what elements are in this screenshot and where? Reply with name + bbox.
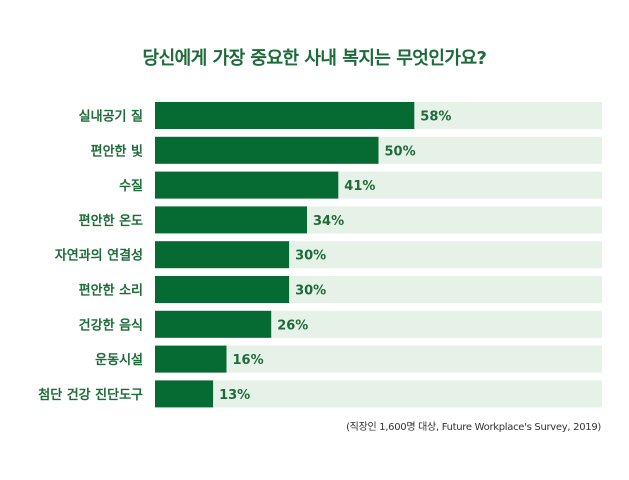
category-label: 건강한 음식	[79, 317, 143, 333]
bar	[155, 276, 290, 303]
bar	[155, 345, 227, 373]
value-label: 30%	[295, 249, 326, 264]
category-label: 자연과의 연결성	[55, 248, 143, 264]
bar	[155, 310, 272, 338]
category-label: 편안한 온도	[79, 213, 143, 229]
value-label: 34%	[313, 214, 344, 229]
bar	[155, 380, 214, 408]
category-label: 편안한 소리	[79, 283, 143, 299]
value-label: 58%	[420, 110, 451, 125]
value-label: 30%	[295, 284, 326, 299]
value-label: 13%	[219, 388, 250, 403]
category-label: 운동시설	[95, 353, 143, 368]
value-label: 41%	[344, 179, 375, 194]
value-label: 16%	[233, 353, 264, 368]
category-label: 편안한 빛	[91, 143, 143, 159]
category-label: 첨단 건강 진단도구	[38, 387, 143, 403]
bar	[155, 241, 290, 269]
bar-track	[155, 380, 602, 408]
value-label: 50%	[385, 144, 416, 159]
bar-track	[155, 345, 602, 373]
bar	[155, 206, 307, 234]
chart-title: 당신에게 가장 중요한 사내 복지는 무엇인가요?	[142, 48, 487, 69]
bar	[155, 102, 415, 129]
source-note: (직장인 1,600명 대상, Future Workplace's Surve…	[346, 422, 601, 433]
bar	[155, 136, 379, 164]
category-label: 실내공기 질	[79, 109, 143, 125]
value-label: 26%	[277, 318, 308, 333]
category-label: 수질	[119, 179, 143, 194]
bar	[155, 171, 339, 199]
